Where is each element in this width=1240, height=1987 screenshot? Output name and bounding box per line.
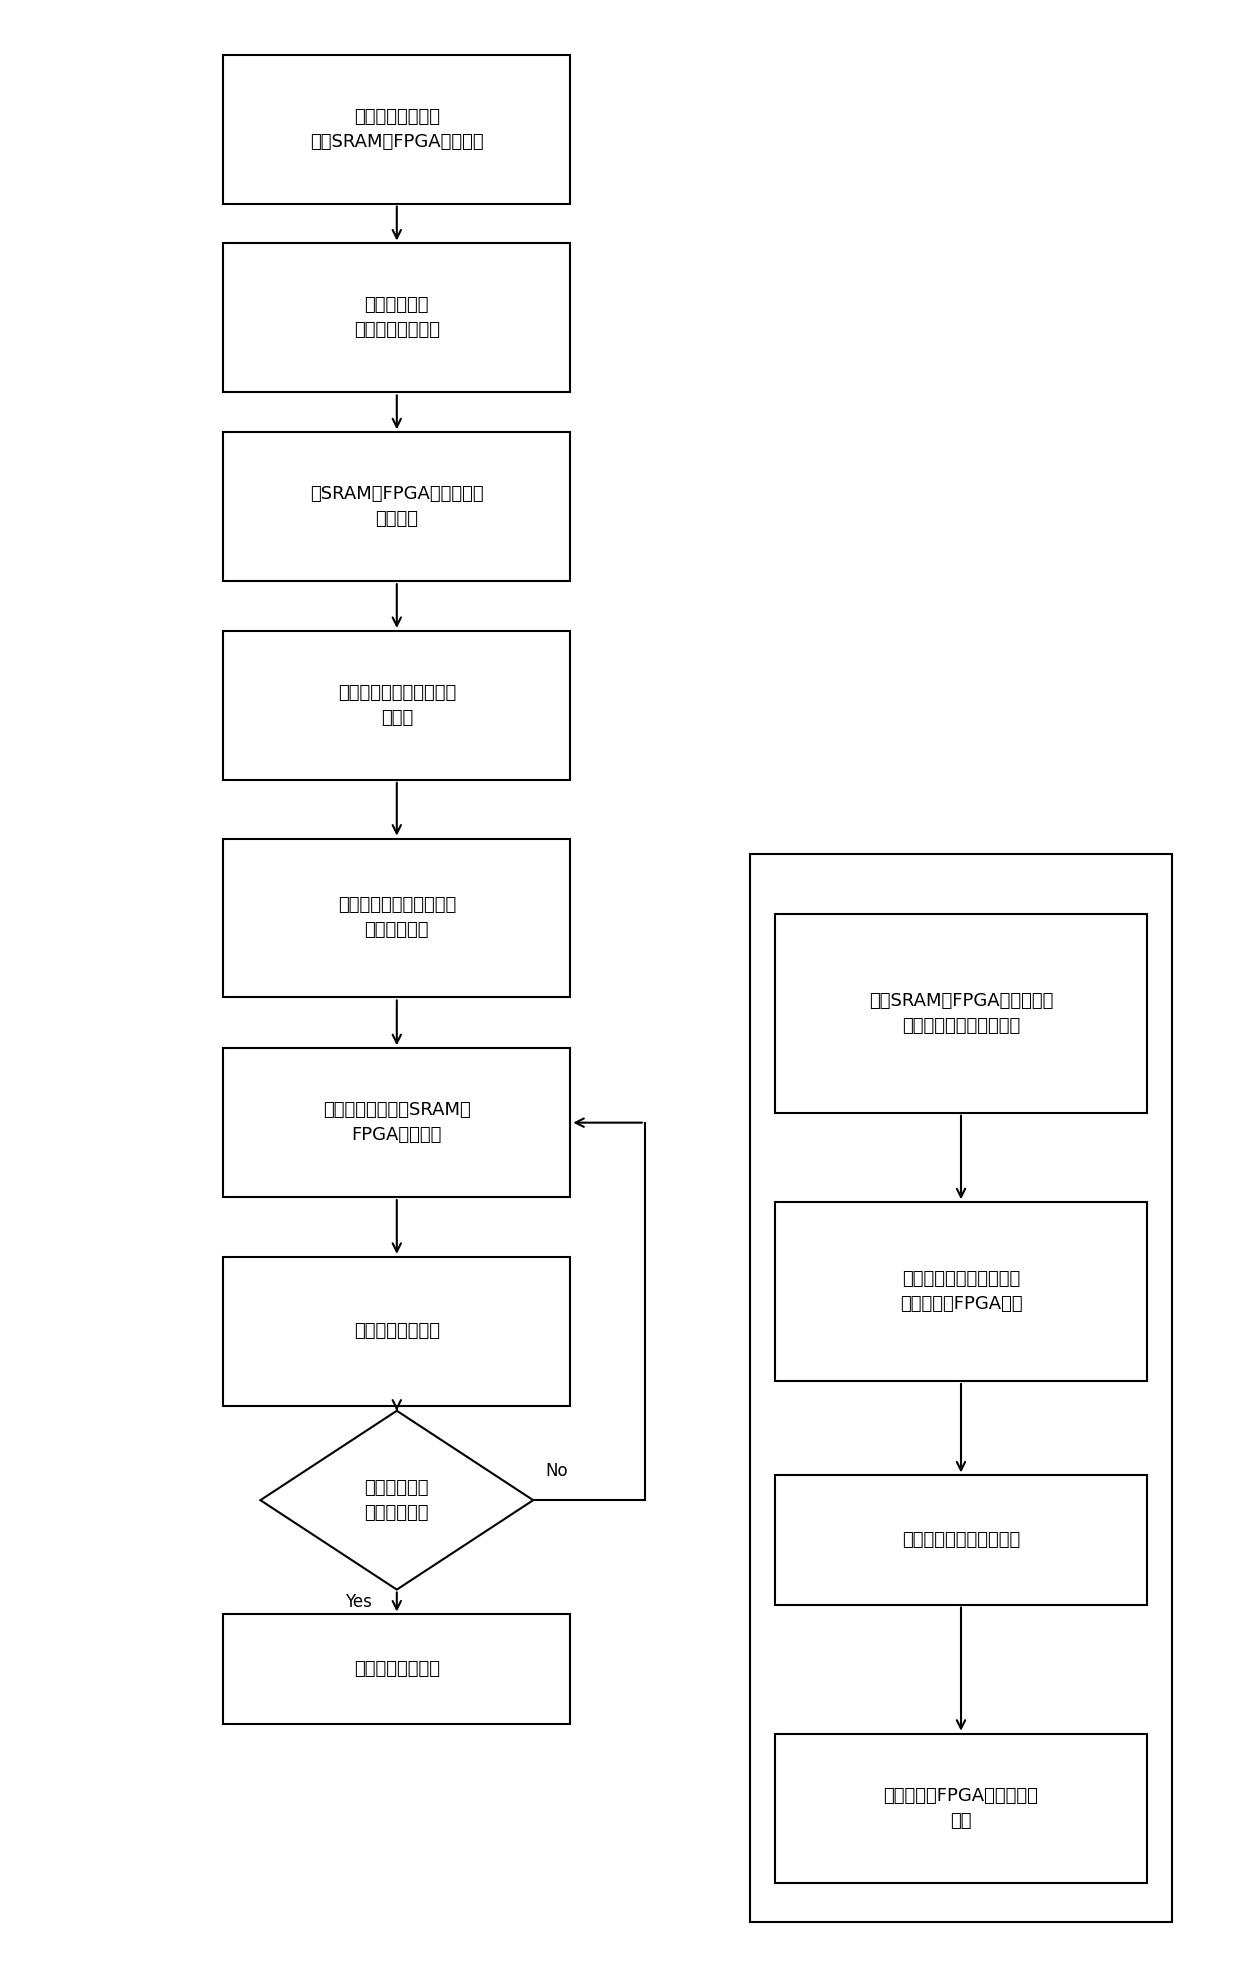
Text: 在功能母板上
加工子板基座封装: 在功能母板上 加工子板基座封装 (353, 296, 440, 340)
Text: 测试程序版本
是否通过验证: 测试程序版本 是否通过验证 (365, 1478, 429, 1522)
Text: 进行力学实验验证: 进行力学实验验证 (353, 1659, 440, 1679)
Text: 将在线调试子板焊接至功
能模板: 将在线调试子板焊接至功 能模板 (337, 684, 456, 727)
FancyBboxPatch shape (223, 1049, 570, 1196)
FancyBboxPatch shape (223, 1256, 570, 1407)
Text: 进行在线测试验证: 进行在线测试验证 (353, 1321, 440, 1341)
FancyBboxPatch shape (775, 1733, 1147, 1884)
FancyBboxPatch shape (223, 54, 570, 203)
FancyBboxPatch shape (223, 244, 570, 393)
FancyBboxPatch shape (223, 839, 570, 997)
FancyBboxPatch shape (223, 433, 570, 580)
FancyBboxPatch shape (223, 632, 570, 779)
FancyBboxPatch shape (775, 1474, 1147, 1605)
Text: 烧写通过测试验证测试程
序至反熔丝FPGA芯片: 烧写通过测试验证测试程 序至反熔丝FPGA芯片 (900, 1270, 1022, 1313)
Text: 将测试程序下载至SRAM型
FPGA配置芯片: 将测试程序下载至SRAM型 FPGA配置芯片 (322, 1101, 471, 1145)
Text: 焊接反熔丝FPGA芯片至功能
母板: 焊接反熔丝FPGA芯片至功能 母板 (884, 1786, 1038, 1830)
FancyBboxPatch shape (775, 914, 1147, 1113)
Text: No: No (546, 1462, 568, 1480)
Text: Yes: Yes (345, 1594, 372, 1611)
Polygon shape (260, 1411, 533, 1590)
Text: 解焊SRAM型FPGA配置芯片、
在线调制子板、功能母板: 解焊SRAM型FPGA配置芯片、 在线调制子板、功能母板 (869, 992, 1053, 1035)
Text: 利用夹具进行封装、验证: 利用夹具进行封装、验证 (901, 1530, 1021, 1550)
Text: 在在线调制子板上
加工SRAM型FPGA芯片封装: 在在线调制子板上 加工SRAM型FPGA芯片封装 (310, 107, 484, 151)
Text: 将SRAM型FPGA焊接至在线
调试子板: 将SRAM型FPGA焊接至在线 调试子板 (310, 485, 484, 529)
Text: 在功能母板上放置配置芯
片及下载管座: 在功能母板上放置配置芯 片及下载管座 (337, 896, 456, 940)
FancyBboxPatch shape (223, 1613, 570, 1723)
FancyBboxPatch shape (775, 1202, 1147, 1381)
